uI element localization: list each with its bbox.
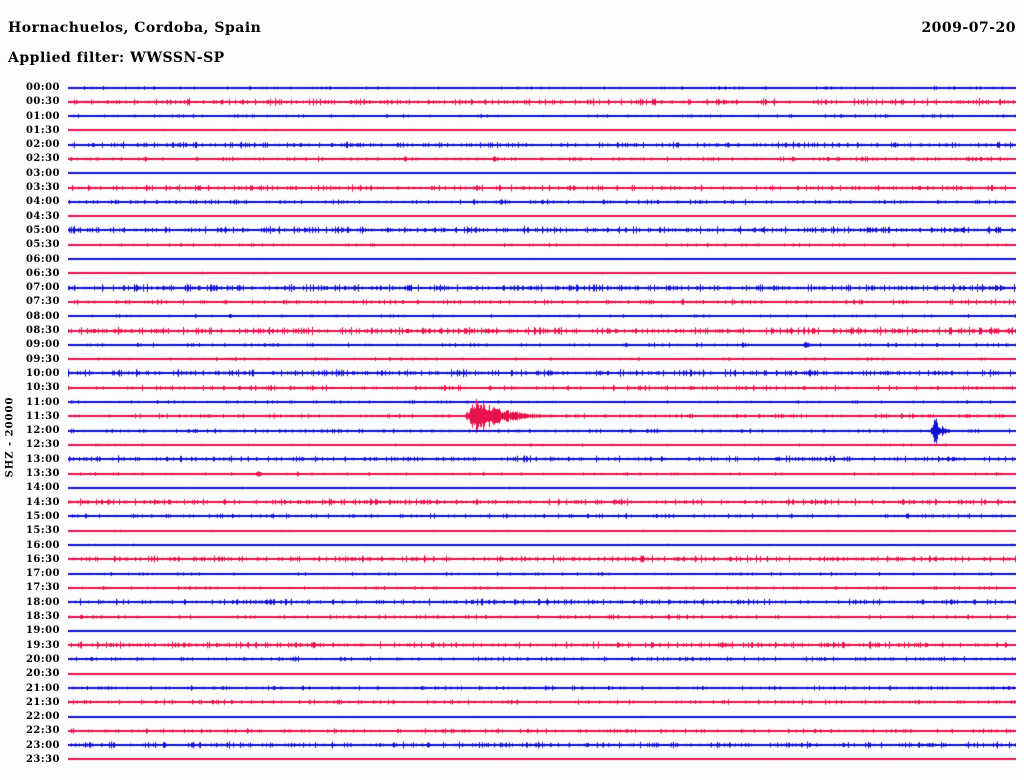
time-label: 06:00	[25, 254, 60, 265]
time-label: 04:30	[25, 211, 60, 222]
time-label: 22:00	[25, 711, 60, 722]
time-label: 16:00	[25, 540, 60, 551]
time-label: 14:30	[25, 497, 60, 508]
time-label: 11:30	[25, 411, 60, 422]
time-label: 12:30	[25, 439, 60, 450]
time-label: 21:30	[25, 697, 60, 708]
time-label: 23:30	[25, 754, 60, 765]
time-label: 11:00	[25, 397, 60, 408]
time-label: 19:00	[25, 625, 60, 636]
time-label: 08:00	[25, 311, 60, 322]
time-label: 19:30	[25, 640, 60, 651]
time-label: 10:00	[25, 368, 60, 379]
time-label: 00:00	[25, 82, 60, 93]
time-label: 21:00	[25, 683, 60, 694]
time-label: 13:30	[25, 468, 60, 479]
date-label: 2009-07-20	[921, 20, 1016, 36]
time-label: 03:30	[25, 182, 60, 193]
time-label: 23:00	[25, 740, 60, 751]
time-label: 16:30	[25, 554, 60, 565]
time-label: 18:00	[25, 597, 60, 608]
time-label: 08:30	[25, 325, 60, 336]
time-label: 02:00	[25, 139, 60, 150]
time-label: 00:30	[25, 96, 60, 107]
time-label: 17:30	[25, 582, 60, 593]
time-label: 01:30	[25, 125, 60, 136]
time-label: 09:00	[25, 339, 60, 350]
time-label: 02:30	[25, 153, 60, 164]
time-label: 09:30	[25, 354, 60, 365]
time-label: 15:00	[25, 511, 60, 522]
time-label: 01:00	[25, 111, 60, 122]
page-title: Hornachuelos, Cordoba, Spain	[8, 20, 262, 36]
time-label: 17:00	[25, 568, 60, 579]
time-label: 20:30	[25, 668, 60, 679]
time-label: 04:00	[25, 196, 60, 207]
seismogram-traces-canvas	[68, 80, 1016, 775]
time-label: 05:30	[25, 239, 60, 250]
time-label: 14:00	[25, 482, 60, 493]
time-label: 15:30	[25, 525, 60, 536]
time-label: 10:30	[25, 382, 60, 393]
applied-filter-label: Applied filter: WWSSN-SP	[8, 50, 225, 66]
time-label: 22:30	[25, 725, 60, 736]
time-label: 12:00	[25, 425, 60, 436]
time-label: 13:00	[25, 454, 60, 465]
time-label: 07:30	[25, 296, 60, 307]
time-label: 20:00	[25, 654, 60, 665]
time-label: 07:00	[25, 282, 60, 293]
time-label: 05:00	[25, 225, 60, 236]
time-label: 03:00	[25, 168, 60, 179]
time-label: 06:30	[25, 268, 60, 279]
time-label: 18:30	[25, 611, 60, 622]
station-scale-label: SHZ - 20000	[4, 396, 16, 478]
